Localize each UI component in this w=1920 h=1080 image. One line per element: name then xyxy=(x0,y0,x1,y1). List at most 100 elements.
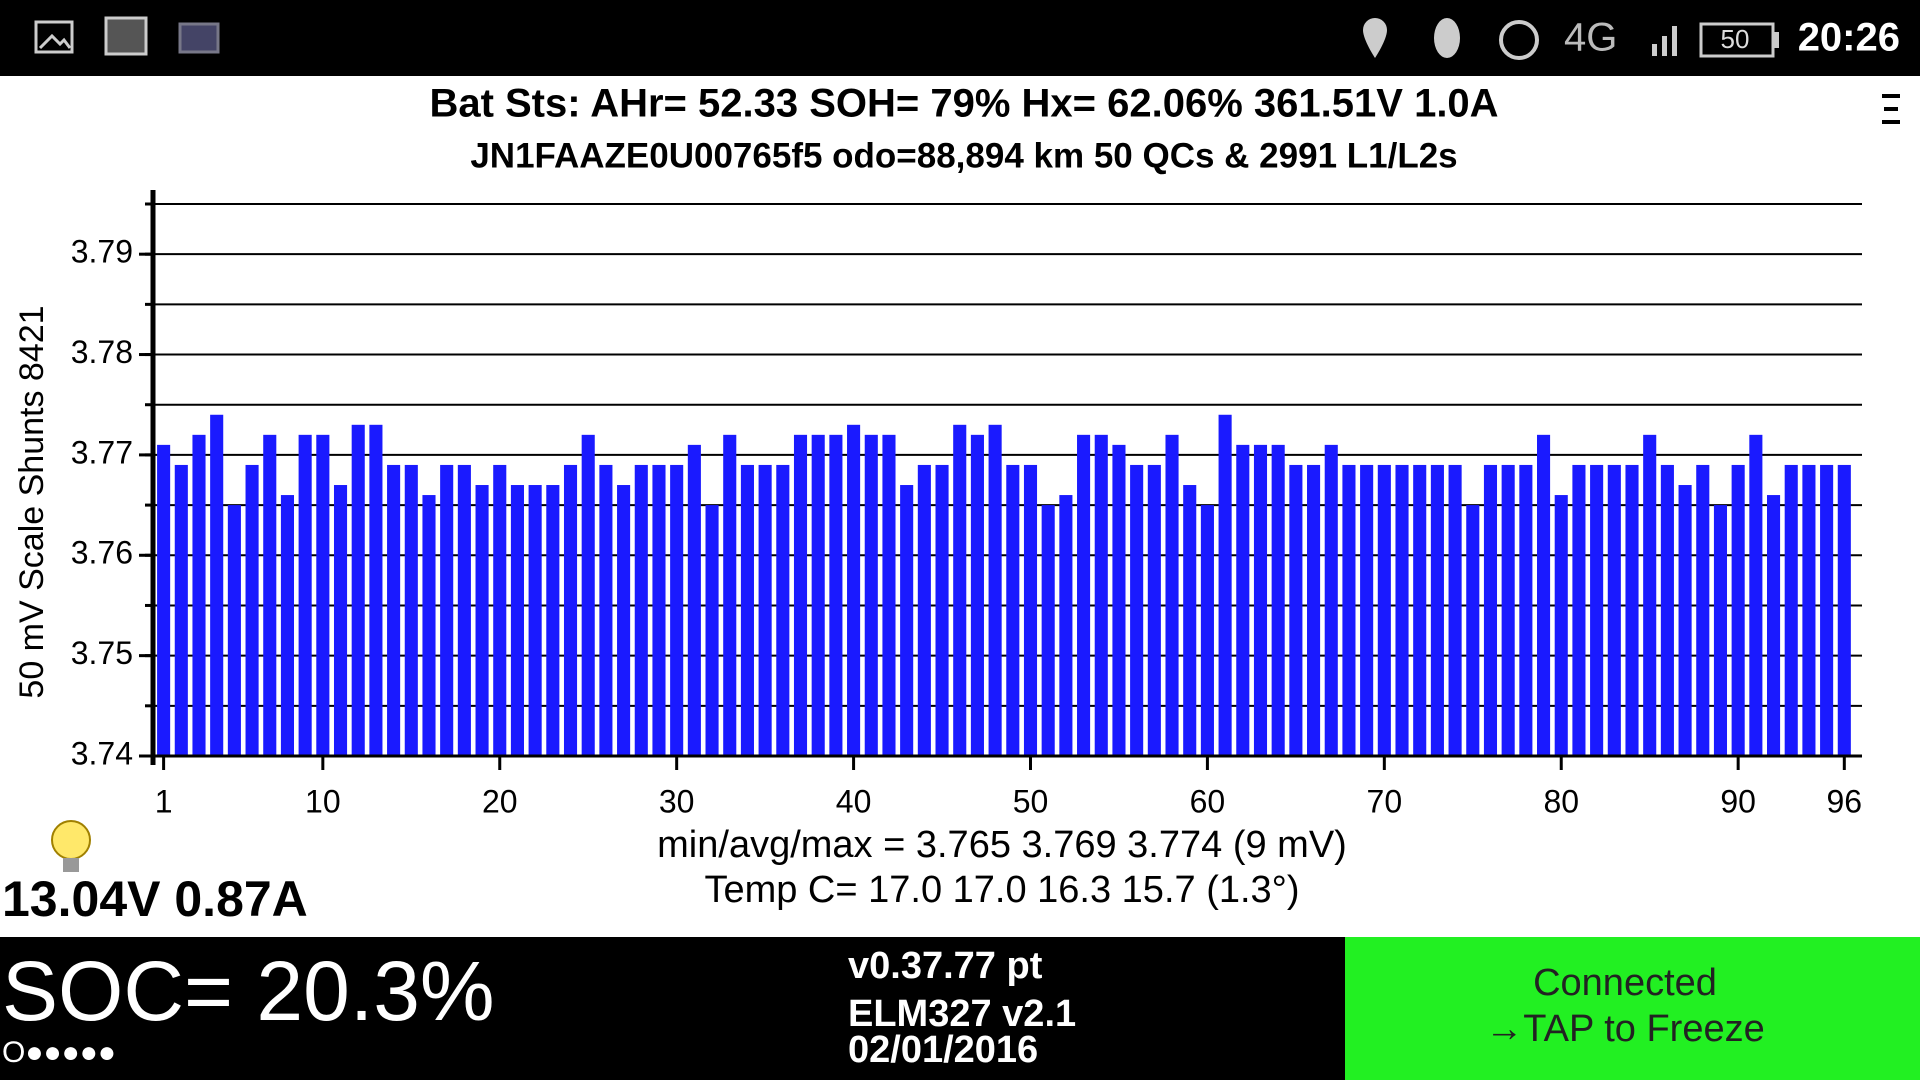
bar xyxy=(475,485,489,756)
x-tick-label: 96 xyxy=(1827,783,1863,819)
bar xyxy=(776,464,790,756)
bar xyxy=(723,434,737,756)
bar xyxy=(245,464,259,756)
bar xyxy=(900,485,914,756)
bar xyxy=(1802,464,1816,756)
bar xyxy=(1324,444,1338,756)
bar xyxy=(1749,434,1763,756)
bar xyxy=(1837,464,1851,756)
bar xyxy=(1395,464,1409,756)
bar xyxy=(1094,434,1108,756)
bar xyxy=(829,434,843,756)
battery-level: 50 xyxy=(1721,24,1750,54)
bar xyxy=(652,464,666,756)
bar xyxy=(953,424,967,756)
bar xyxy=(1023,464,1038,756)
x-tick-label: 40 xyxy=(836,783,872,819)
notification-icons xyxy=(34,16,220,56)
y-tick-label: 3.76 xyxy=(71,535,133,571)
bar xyxy=(1448,464,1462,756)
bar xyxy=(1590,464,1604,756)
bar xyxy=(740,464,754,756)
bar xyxy=(1253,444,1268,756)
x-tick-label: 80 xyxy=(1543,783,1579,819)
bar xyxy=(1731,464,1745,756)
bar xyxy=(263,434,277,756)
header-vehicle: JN1FAAZE0U00765f5 odo=88,894 km 50 QCs &… xyxy=(470,136,1457,175)
x-tick-label: 50 xyxy=(1013,783,1049,819)
bar xyxy=(1006,464,1020,756)
bar xyxy=(1766,495,1781,756)
aux-battery: 13.04V 0.87A xyxy=(2,871,308,927)
x-tick-label: 70 xyxy=(1367,783,1403,819)
soc: SOC= 20.3% xyxy=(2,944,495,1038)
bar xyxy=(316,434,330,756)
header-status: Bat Sts: AHr= 52.33 SOH= 79% Hx= 62.06% … xyxy=(429,82,1498,126)
bar xyxy=(687,444,701,756)
bar xyxy=(1218,414,1232,756)
bar xyxy=(1713,505,1728,756)
y-tick-label: 3.75 xyxy=(71,635,133,671)
bar xyxy=(457,464,471,756)
bar xyxy=(528,485,542,756)
footer-bar xyxy=(0,937,1345,1080)
bar xyxy=(1165,434,1179,756)
bar xyxy=(599,464,613,756)
x-tick-label: 90 xyxy=(1720,783,1756,819)
bar xyxy=(1413,464,1427,756)
bar xyxy=(298,434,312,756)
bar xyxy=(1625,464,1639,756)
bulb-icon xyxy=(51,820,91,872)
bar xyxy=(670,464,684,756)
bar xyxy=(227,505,241,756)
bar xyxy=(988,424,1002,756)
bar xyxy=(1236,444,1250,756)
bar xyxy=(1501,464,1515,756)
bar xyxy=(970,434,984,756)
connection-panel[interactable] xyxy=(1345,937,1920,1080)
bar xyxy=(1147,464,1161,756)
bar xyxy=(882,434,896,756)
y-tick-label: 3.77 xyxy=(71,434,133,470)
bar xyxy=(546,485,560,756)
connection-button[interactable]: Connected →TAP to Freeze xyxy=(1345,937,1920,1080)
x-tick-label: 60 xyxy=(1190,783,1226,819)
bar xyxy=(369,424,383,756)
bar xyxy=(1307,464,1321,756)
bar xyxy=(1200,505,1214,756)
bar xyxy=(1041,505,1055,756)
bar xyxy=(847,424,861,756)
bar xyxy=(1820,464,1834,756)
freeze-action[interactable]: →TAP to Freeze xyxy=(1485,1008,1764,1050)
bar xyxy=(1430,464,1444,756)
bar xyxy=(917,464,931,756)
y-tick-label: 3.78 xyxy=(71,334,133,370)
bar xyxy=(1554,495,1568,756)
bar xyxy=(510,485,524,756)
bar xyxy=(1696,464,1710,756)
bar xyxy=(1519,464,1533,756)
x-tick-label: 20 xyxy=(482,783,518,819)
bar xyxy=(705,505,719,756)
bar xyxy=(1483,464,1498,756)
bar xyxy=(1537,434,1551,756)
bar xyxy=(634,464,648,756)
bar xyxy=(1059,495,1073,756)
bar xyxy=(1271,444,1285,756)
bar xyxy=(422,495,436,756)
x-tick-label: 10 xyxy=(305,783,341,819)
network-type: 4G xyxy=(1564,16,1617,60)
bar xyxy=(617,485,631,756)
bar xyxy=(1342,464,1356,756)
bar xyxy=(864,434,878,756)
bar xyxy=(1377,464,1391,756)
bar xyxy=(1572,464,1586,756)
bar xyxy=(1466,505,1480,756)
bar xyxy=(493,464,507,756)
temperature-stats: Temp C= 17.0 17.0 16.3 15.7 (1.3°) xyxy=(704,869,1299,911)
bar xyxy=(581,434,595,756)
menu-button[interactable] xyxy=(1882,94,1900,124)
bar xyxy=(1289,464,1303,756)
voltage-stats: min/avg/max = 3.765 3.769 3.774 (9 mV) xyxy=(657,824,1347,866)
